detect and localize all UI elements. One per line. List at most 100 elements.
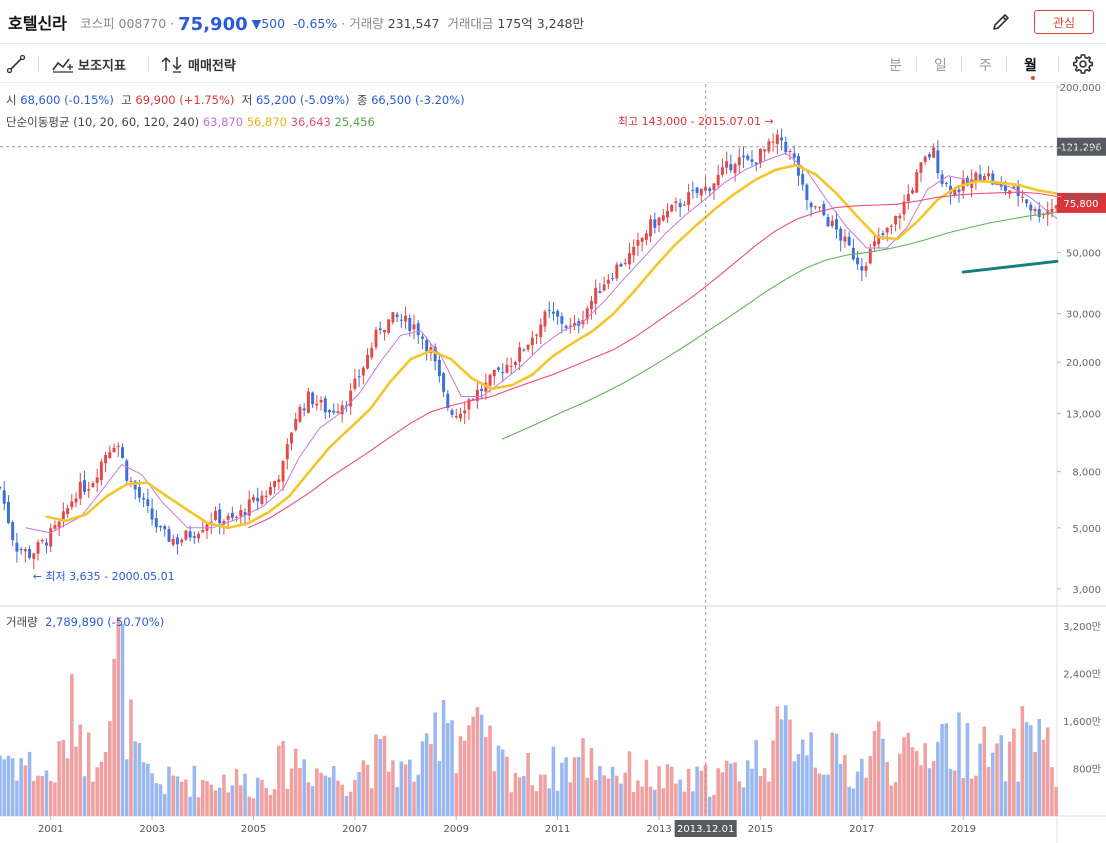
candle-body [543,311,547,327]
volume-bar [158,784,163,816]
candle-body [771,141,775,143]
trend-line [961,259,1059,274]
favorite-button[interactable]: 관심 [1034,10,1094,34]
volume-bar [999,735,1004,816]
candle-body [513,361,517,366]
volume-bar [488,725,492,816]
candle-body [192,536,196,538]
candle-body [822,203,826,216]
period-month[interactable]: 월 [1024,58,1037,74]
ma-label: 단순이동평균 (10, 20, 60, 120, 240) [6,115,200,129]
volume-bar [775,706,780,816]
volume-value: 231,547 [387,16,440,31]
crosshair-date-label: 2013.12.01 [677,824,734,835]
candle-body [894,215,898,225]
price-tick-label: 50,000 [1066,249,1101,260]
candle-body [666,210,669,218]
volume-bar [23,765,28,816]
volume-bar [386,771,391,816]
candle-body [911,190,914,194]
candle-body [636,240,640,246]
volume-bar [374,734,378,816]
candle-body [725,161,729,168]
volume-bar [931,761,936,816]
volume-bar [986,766,991,816]
draw-line-icon[interactable] [6,54,26,74]
volume-bar [1041,739,1046,816]
volume-tick-label: 2,400만 [1063,668,1101,680]
candle-body [78,481,82,499]
volume-bar [889,785,894,816]
candle-body [691,189,695,191]
volume-bar [707,796,712,816]
volume-bar [1020,706,1025,816]
volume-bar [412,781,416,816]
volume-bar [44,770,49,816]
candle-body [594,288,598,304]
candle-body [792,153,796,158]
volume-bar [703,764,708,816]
candle-body [116,445,120,447]
candle-body [2,490,6,504]
indicator-button[interactable]: 보조지표 [52,53,126,75]
candle-body [315,403,319,406]
volume-bar [222,774,226,816]
candle-body [463,410,467,414]
volume-bar [923,743,927,816]
candle-body [277,479,281,483]
volume-bar [496,745,501,816]
volume-bar [969,778,974,816]
volume-bar [306,782,311,816]
volume-bar [61,739,66,816]
candle-body [889,225,893,227]
candle-body [653,219,657,228]
change-rate: -0.65% [293,16,338,31]
volume-bar [226,792,230,816]
volume-bar [661,788,666,816]
volume-bar [906,732,911,816]
candle-body [606,279,610,284]
candle-body [121,447,124,458]
low-annotation: ← 최저 3,635 - 2000.05.01 [33,570,175,583]
strategy-button[interactable]: 매매전략 [160,53,236,75]
candle-body [746,155,750,160]
settings-gear-icon[interactable] [1072,53,1094,75]
candle-body [488,374,492,386]
volume-bar [108,721,112,816]
edit-pencil-icon[interactable] [990,11,1012,33]
volume-bar [834,733,839,816]
time-tick-label: 2001 [38,824,63,835]
volume-bar [348,791,353,816]
candle-body [57,521,61,528]
low-value: 65,200 (-5.09%) [255,93,350,107]
volume-bar [129,699,133,816]
period-minute[interactable]: 분 [889,58,902,74]
price-chart[interactable]: 121,296 2013.12.01 75,800 최고 143,000 - 2015… [0,84,1106,843]
volume-bar [872,730,877,816]
ma60-value: 36,643 [290,115,331,129]
volume-bar [277,745,281,816]
volume-bar [492,771,497,816]
candle-body [146,499,150,506]
candle-body [902,201,906,215]
candle-body [1037,209,1041,217]
volume-bar [682,791,687,816]
candle-body [416,323,420,336]
volume-bar [500,749,505,816]
candle-body [353,378,357,389]
period-day[interactable]: 일 [934,58,947,74]
candle-body [560,316,564,324]
volume-bar [441,699,446,816]
volume-bar [876,721,881,816]
ma10-value: 63,870 [202,115,244,129]
period-week[interactable]: 주 [979,58,992,74]
change-arrow-icon: ▼ [251,16,262,31]
crosshair-value-box [1057,137,1106,156]
volume-bar [336,780,340,816]
candle-body [839,228,843,241]
volume-bar [1003,781,1008,816]
candle-body [535,334,539,336]
candle-body [454,415,458,418]
volume-bar [1045,727,1050,816]
volume-bar [589,748,594,816]
